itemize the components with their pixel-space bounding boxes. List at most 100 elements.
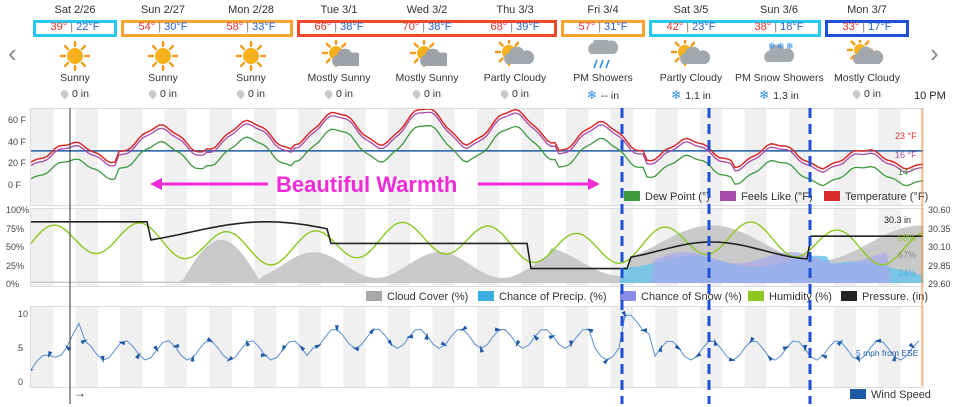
- axis-tick-label: 20 F: [8, 158, 27, 168]
- svg-text:❄: ❄: [768, 41, 776, 51]
- low-temp: 17°F: [868, 21, 892, 33]
- legend-item[interactable]: Chance of Precip. (%): [478, 291, 607, 303]
- day-date: Sun 3/6: [760, 4, 798, 16]
- snow-showers-icon: ❄ ❄ ❄: [735, 40, 823, 72]
- snowflake-icon: ❄: [759, 88, 770, 102]
- raindrop-icon: [235, 88, 246, 100]
- temperature-group-box: [33, 20, 117, 37]
- wind-chart: [31, 307, 920, 387]
- legend-item[interactable]: Feels Like (°F): [720, 191, 813, 203]
- day-column[interactable]: Wed 3/2 70° | 38°F Mostly Sunny 0 in: [383, 4, 471, 102]
- low-temp: 38°F: [340, 21, 364, 33]
- day-temperature: 68° | 39°F: [490, 21, 540, 33]
- low-temp: 31°F: [604, 21, 628, 33]
- legend-item[interactable]: Cloud Cover (%): [366, 291, 468, 303]
- wind-end-value: 5 mph from ESE: [856, 348, 919, 358]
- low-temp: 18°F: [780, 21, 804, 33]
- day-date: Mon 3/7: [847, 4, 887, 16]
- prev-arrow-icon[interactable]: ‹: [8, 38, 17, 68]
- day-temperature: 39° | 22°F: [50, 21, 100, 33]
- day-date: Sat 3/5: [673, 4, 709, 16]
- day-column[interactable]: Mon 3/7 33° | 17°F Mostly Cloudy 0 in: [823, 4, 911, 102]
- day-column[interactable]: Fri 3/4 57° | 31°F PM Showers ❄ -- in: [559, 4, 647, 102]
- legend-item[interactable]: Chance of Snow (%): [620, 291, 742, 303]
- axis-tick-label: 29.85: [928, 260, 951, 271]
- axis-tick-label: 30.10: [928, 242, 951, 252]
- raindrop-icon: [851, 88, 862, 100]
- day-precip: 0 in: [383, 88, 471, 102]
- dew-end-value: 14 °: [898, 167, 915, 177]
- annotation-text: Beautiful Warmth: [276, 172, 458, 197]
- axis-tick-label: 0: [18, 377, 24, 387]
- day-condition: PM Showers: [573, 72, 633, 84]
- mostly-cloudy-icon: [823, 40, 911, 72]
- day-date: Wed 3/2: [406, 4, 448, 16]
- clouds-humidity-chart: [31, 209, 923, 286]
- axis-tick-label: 100%: [6, 205, 30, 215]
- high-temp: 39°: [50, 21, 68, 33]
- high-temp: 66°: [314, 21, 332, 33]
- temperature-group-box: [825, 20, 909, 37]
- axis-tick-label: 29.60: [928, 279, 951, 289]
- svg-text:❄: ❄: [786, 41, 794, 51]
- mostly-sunny-icon: [295, 40, 383, 72]
- day-condition: Sunny: [236, 72, 266, 84]
- legend-item[interactable]: Humidity (%): [748, 291, 832, 303]
- temperature-group-box: [561, 20, 645, 37]
- day-temperature: 38° | 18°F: [754, 21, 804, 33]
- axis-tick-label: 30.60: [928, 205, 951, 215]
- raindrop-icon: [411, 88, 422, 100]
- legend-item[interactable]: Dew Point (°): [624, 191, 710, 203]
- day-precip: 0 in: [471, 88, 559, 102]
- day-temperature: 70° | 38°F: [402, 21, 452, 33]
- temperature-group-box: [121, 20, 293, 37]
- pressure-end-value: 30.3 in: [884, 215, 912, 225]
- day-date: Tue 3/1: [320, 4, 358, 16]
- cloud-end-value: 67%: [898, 250, 917, 260]
- day-column[interactable]: Sat 3/5 42° | 23°F Partly Cloudy ❄ 1.1 in: [647, 4, 735, 102]
- next-arrow-icon[interactable]: ›: [930, 38, 939, 68]
- low-temp: 30°F: [164, 21, 188, 33]
- mostly-sunny-icon: [383, 40, 471, 72]
- raindrop-icon: [147, 88, 158, 100]
- axis-tick-label: 60 F: [8, 115, 27, 125]
- high-temp: 70°: [402, 21, 420, 33]
- low-temp: 38°F: [428, 21, 452, 33]
- precip-end-value: 24%: [898, 268, 917, 278]
- day-column[interactable]: Sat 2/26 39° | 22°F Sunny 0 in: [31, 4, 119, 102]
- high-temp: 42°: [666, 21, 684, 33]
- temperature-group-box: [297, 20, 557, 37]
- axis-tick-label: 0 F: [8, 179, 22, 190]
- clouds-humidity-panel: [30, 208, 924, 287]
- day-column[interactable]: Sun 3/6 38° | 18°F ❄ ❄ ❄ PM Snow Showers ❄…: [735, 4, 824, 102]
- day-condition: Partly Cloudy: [483, 72, 547, 84]
- day-precip: 0 in: [119, 88, 207, 102]
- legend-item[interactable]: Pressure. (in): [841, 291, 928, 303]
- wind-legend: Wind Speed: [850, 389, 931, 401]
- wind-direction-arrow-icon: →: [74, 386, 86, 400]
- day-temperature: 57° | 31°F: [578, 21, 628, 33]
- day-column[interactable]: Mon 2/28 58° | 33°F Sunny 0 in: [207, 4, 295, 102]
- low-temp: 39°F: [516, 21, 540, 33]
- day-column[interactable]: Thu 3/3 68° | 39°F Partly Cloudy 0 in: [471, 4, 559, 102]
- snowflake-icon: ❄: [671, 88, 682, 102]
- day-condition: Partly Cloudy: [659, 72, 723, 84]
- day-column[interactable]: Sun 2/27 54° | 30°F Sunny 0 in: [119, 4, 207, 102]
- raindrop-icon: [323, 88, 334, 100]
- legend-item[interactable]: Temperature (°F): [824, 191, 928, 203]
- day-precip: 0 in: [295, 88, 383, 102]
- high-temp: 57°: [578, 21, 596, 33]
- temp-end-value: 23 °F: [895, 131, 917, 141]
- low-temp: 23°F: [692, 21, 716, 33]
- axis-tick-label: 75%: [6, 223, 25, 234]
- day-precip: ❄ 1.1 in: [671, 88, 711, 102]
- day-column[interactable]: Tue 3/1 66° | 38°F Mostly Sunny 0 in: [295, 4, 383, 102]
- day-date: Thu 3/3: [496, 4, 534, 16]
- high-temp: 54°: [138, 21, 156, 33]
- partly-cloudy-icon: [471, 40, 559, 72]
- sun-icon: [119, 40, 207, 72]
- high-temp: 68°: [490, 21, 508, 33]
- day-condition: Mostly Sunny: [307, 72, 371, 84]
- day-condition: PM Snow Showers: [735, 72, 824, 84]
- high-temp: 58°: [226, 21, 244, 33]
